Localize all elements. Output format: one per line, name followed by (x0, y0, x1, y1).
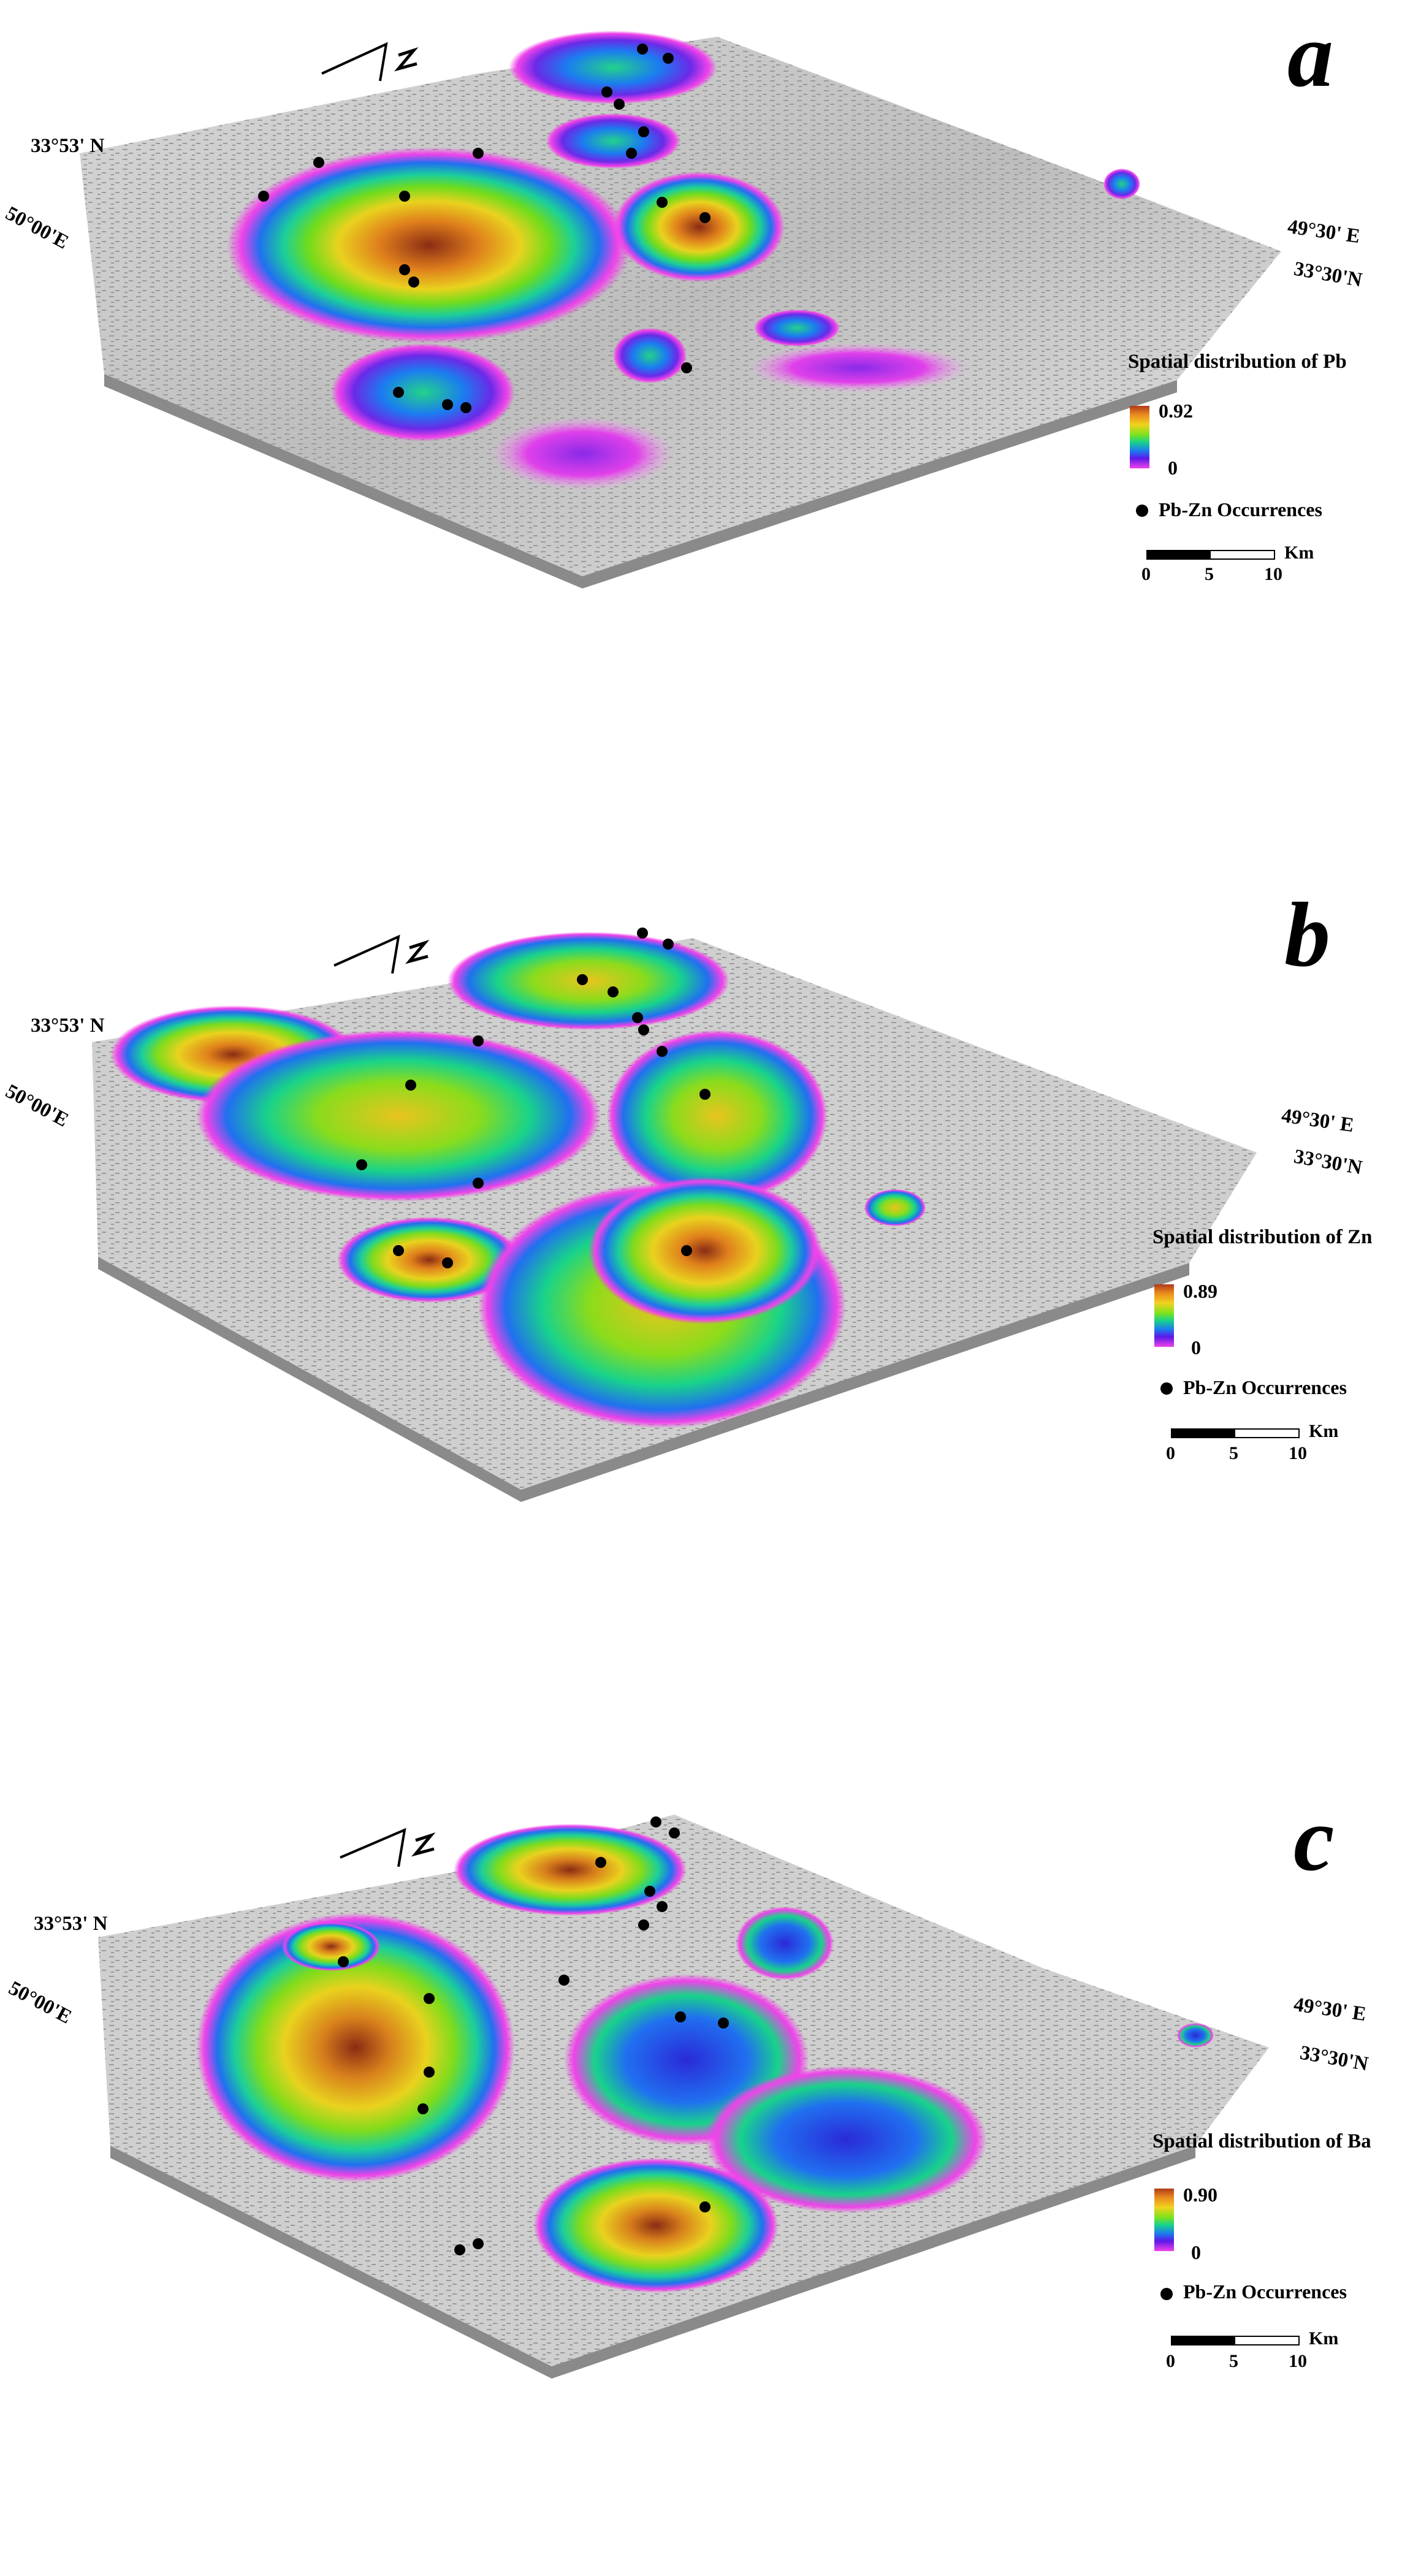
terrain-relief-map (98, 1815, 1269, 2379)
color-ramp (1154, 2189, 1174, 2251)
scale-tick: 10 (1289, 1443, 1307, 1463)
scale-tick: 0 (1166, 1443, 1175, 1463)
occurrence-legend-dot (1136, 505, 1148, 517)
occurrence-legend-label: Pb-Zn Occurrences (1183, 2281, 1347, 2303)
terrain-relief-map (80, 31, 1281, 589)
scale-tick: 0 (1166, 2351, 1175, 2371)
scale-bar (1171, 2336, 1300, 2345)
north-arrow-icon (340, 1827, 436, 1867)
map-panel-b: b 33°53' N 50°00'E 49°30' E 33°30'N Spat… (0, 883, 1421, 1681)
coord-label-nw: 33°53' N (31, 135, 105, 157)
ramp-min-label: 0 (1168, 457, 1178, 479)
ramp-min-label: 0 (1191, 2241, 1201, 2263)
scale-bar (1146, 550, 1275, 560)
legend-title: Spatial distribution of Zn (1152, 1226, 1373, 1248)
scale-unit: Km (1309, 2328, 1339, 2349)
scale-tick: 10 (1289, 2351, 1307, 2371)
north-arrow-icon (321, 42, 419, 82)
ramp-max-label: 0.92 (1159, 400, 1193, 422)
occurrence-legend-label: Pb-Zn Occurrences (1183, 1376, 1347, 1398)
panel-label: a (1287, 4, 1333, 106)
legend-title: Spatial distribution of Pb (1128, 351, 1347, 373)
occurrence-legend-label: Pb-Zn Occurrences (1159, 498, 1322, 520)
occurrence-points (338, 1816, 729, 2255)
color-ramp (1154, 1284, 1174, 1347)
occurrence-points (356, 928, 710, 1268)
occurrence-legend-dot (1160, 2288, 1173, 2300)
coord-label-nw: 33°53' N (34, 1913, 108, 1935)
occurrence-legend-dot (1160, 1382, 1173, 1395)
map-panel-a: a 33°53' N 50°00'E 49°30' E 33°30'N Spat… (0, 0, 1421, 798)
scale-unit: Km (1284, 543, 1314, 563)
panel-label: b (1284, 884, 1330, 986)
scale-tick: 0 (1141, 564, 1151, 584)
panel-label: c (1293, 1788, 1335, 1890)
ramp-max-label: 0.90 (1183, 2184, 1217, 2206)
scale-bar (1171, 1428, 1300, 1438)
occurrence-points (258, 44, 710, 413)
scale-tick: 5 (1229, 2351, 1238, 2371)
legend-title: Spatial distribution of Ba (1152, 2130, 1371, 2152)
scale-tick: 5 (1229, 1443, 1238, 1463)
north-arrow-icon (333, 934, 430, 974)
scale-tick: 5 (1205, 564, 1214, 584)
scale-tick: 10 (1264, 564, 1282, 584)
ramp-min-label: 0 (1191, 1336, 1201, 1358)
map-panel-c: c 33°53' N 50°00'E 49°30' E 33°30'N Spat… (0, 1778, 1421, 2576)
ramp-max-label: 0.89 (1183, 1280, 1217, 1302)
terrain-relief-map (92, 928, 1257, 1502)
color-ramp (1130, 406, 1149, 468)
coord-label-nw: 33°53' N (31, 1015, 105, 1037)
scale-unit: Km (1309, 1421, 1339, 1441)
